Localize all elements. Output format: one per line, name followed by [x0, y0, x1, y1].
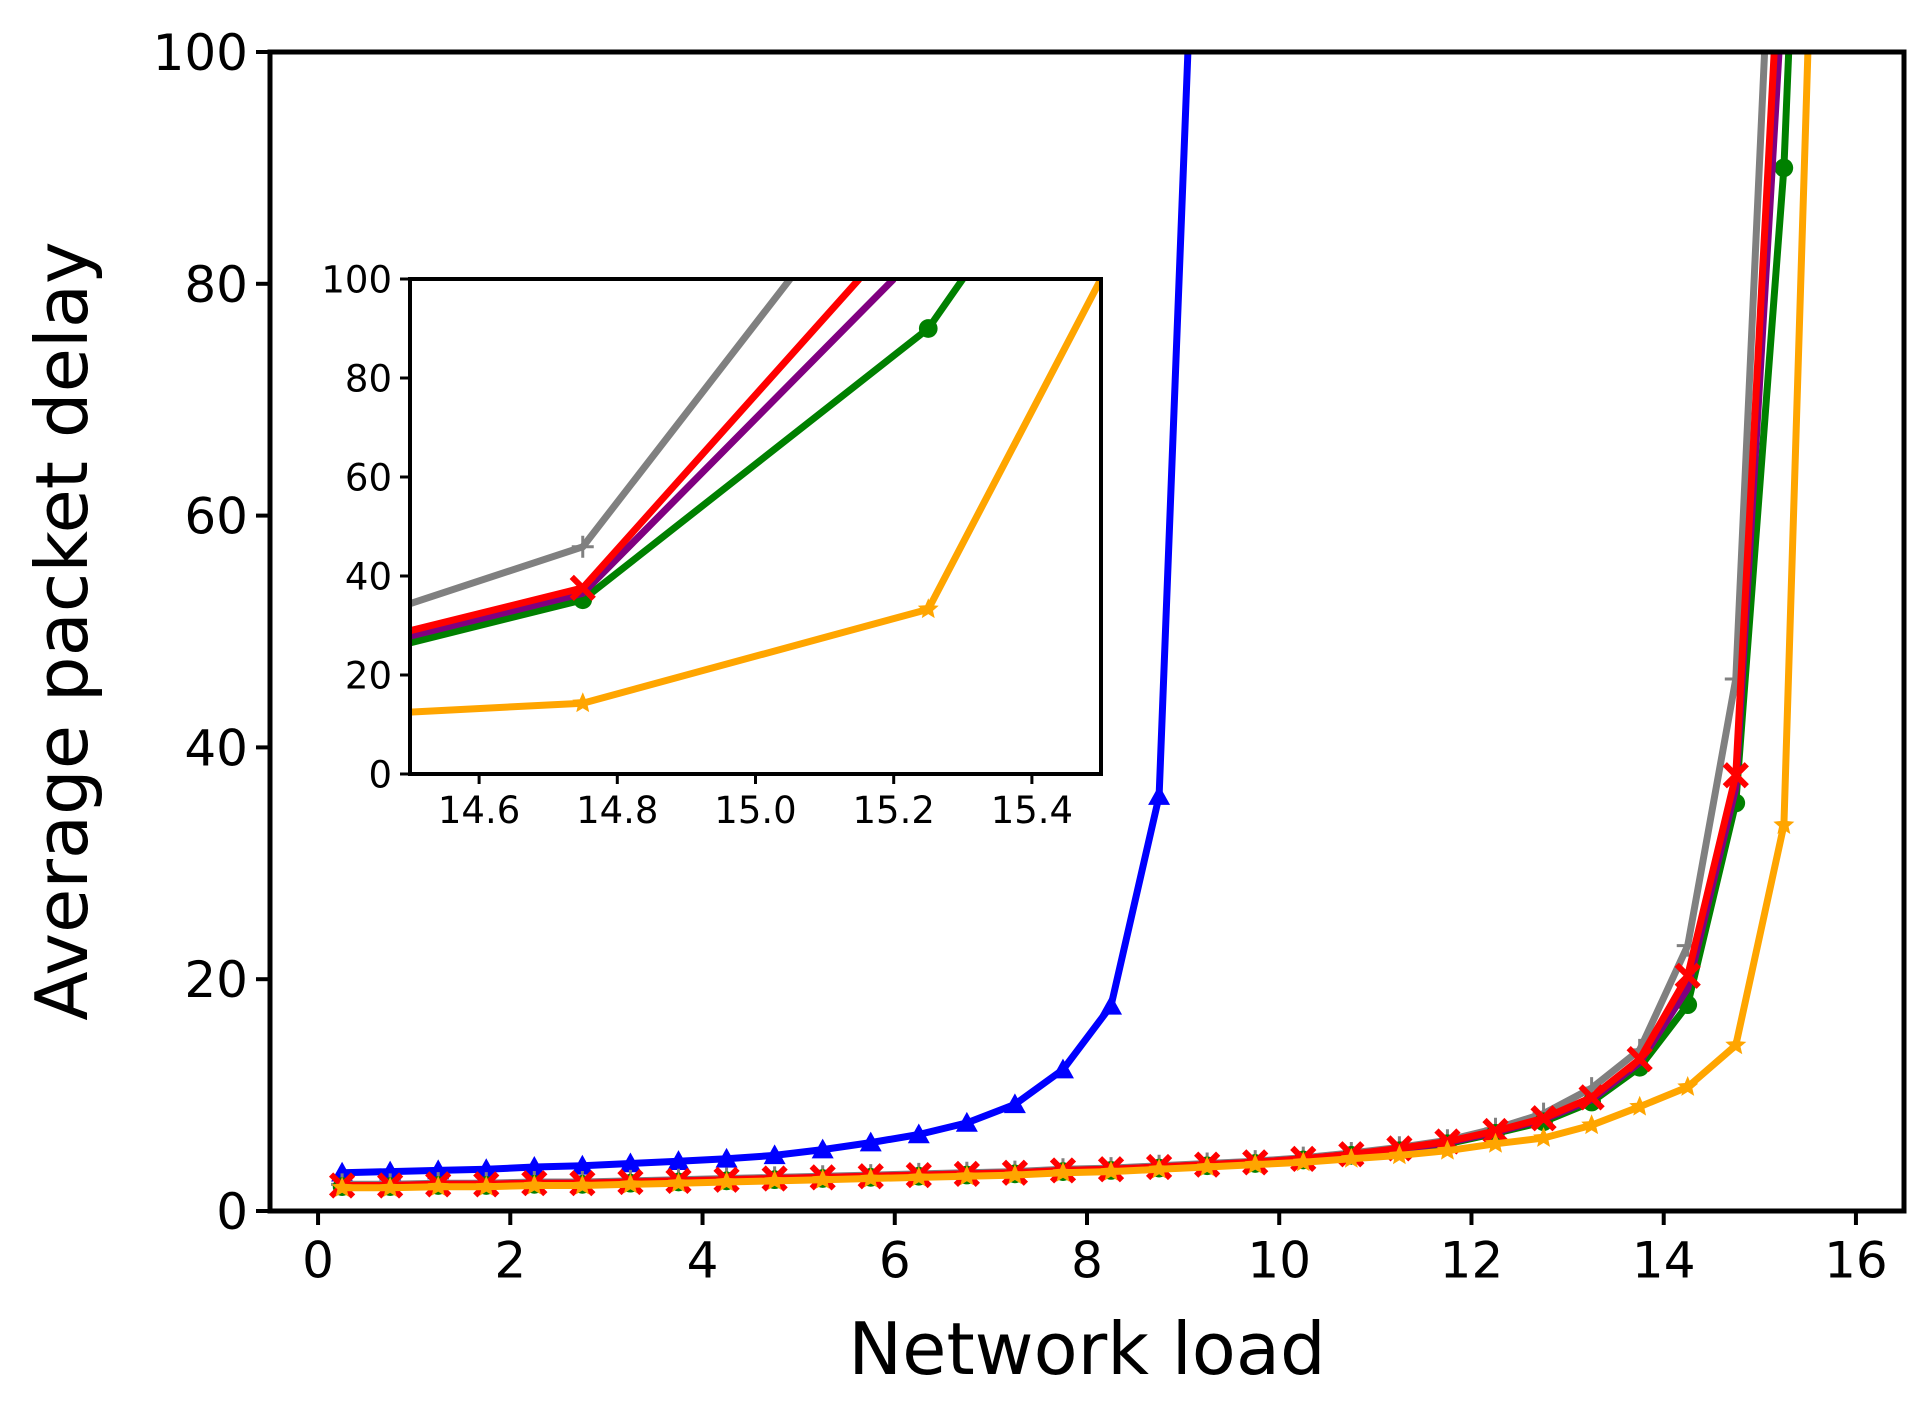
- series-6-line: [342, 52, 1812, 1192]
- x-tick-label: 16: [1824, 1232, 1888, 1290]
- series-6-marker: [1196, 1156, 1218, 1176]
- x-tick-label: 0: [302, 1232, 334, 1290]
- inset-y-tick-label: 0: [368, 753, 392, 796]
- series-6-marker: [475, 1175, 497, 1196]
- series-6-marker: [860, 1167, 882, 1188]
- inset-x-tick-label: 15.4: [991, 789, 1073, 832]
- series-6-marker: [571, 1174, 593, 1195]
- y-tick-label: 80: [184, 256, 248, 314]
- series-5-marker: [1722, 762, 1749, 789]
- x-tick-label: 10: [1247, 1232, 1311, 1290]
- x-tick-label: 14: [1632, 1232, 1696, 1290]
- series-6-marker: [1677, 1076, 1699, 1096]
- series-1-marker: [1051, 1058, 1074, 1079]
- series-6-marker: [1292, 1151, 1314, 1172]
- series-5-marker: [1530, 1105, 1557, 1132]
- y-tick-label: 40: [184, 719, 248, 777]
- series-3-marker: [1774, 158, 1794, 178]
- inset-series-5-marker: [569, 574, 596, 602]
- series-6-marker: [668, 1172, 689, 1193]
- inset-series-6-marker: [917, 598, 939, 619]
- series-6-marker: [427, 1175, 449, 1196]
- series-6-marker: [1725, 1034, 1747, 1055]
- series-6-marker: [523, 1174, 545, 1195]
- x-tick-label: 6: [879, 1232, 911, 1290]
- series-1-marker: [427, 1159, 450, 1180]
- series-1-marker: [1148, 785, 1171, 805]
- inset-series-2-marker: [571, 535, 594, 558]
- series-6-marker: [1773, 814, 1795, 834]
- series-1-marker: [955, 1111, 978, 1132]
- inset-series-3-marker: [918, 319, 938, 338]
- series-5-marker: [1626, 1046, 1653, 1073]
- series-1-marker: [859, 1131, 882, 1152]
- inset-x-tick-label: 15.0: [714, 789, 796, 832]
- series-1-marker: [763, 1144, 786, 1165]
- main-axes: 0 2 4 6 8 10 12 14 16 0 20 40 60 80 100: [153, 24, 1888, 1290]
- inset-plot-series: [410, 279, 1101, 716]
- series-6-marker: [1388, 1144, 1410, 1165]
- series-6-marker: [1148, 1158, 1170, 1179]
- inset-series-6-marker: [572, 692, 594, 713]
- series-6-marker: [1244, 1153, 1266, 1174]
- series-1-marker: [619, 1152, 642, 1173]
- inset-y-tick-label: 60: [345, 456, 392, 499]
- series-6-marker: [1052, 1161, 1074, 1182]
- series-1-marker: [523, 1155, 546, 1176]
- main-plot-series: [328, 52, 1812, 1199]
- x-tick-label: 12: [1440, 1232, 1504, 1290]
- series-1-marker: [379, 1160, 402, 1181]
- inset-x-tick-label: 14.6: [438, 789, 520, 832]
- inset-y-tick-label: 80: [345, 357, 392, 400]
- series-1-marker: [667, 1150, 690, 1170]
- series-1-marker: [811, 1138, 834, 1159]
- x-tick-label: 4: [687, 1232, 719, 1290]
- series-1-marker: [1003, 1093, 1026, 1114]
- y-tick-label: 0: [216, 1183, 248, 1241]
- inset-y-tick-label: 100: [321, 258, 392, 301]
- series-1-marker: [1100, 994, 1123, 1015]
- series-6-marker: [1340, 1147, 1362, 1168]
- series-6-marker: [956, 1165, 978, 1186]
- series-1-marker: [715, 1147, 738, 1168]
- series-6-marker: [908, 1166, 930, 1187]
- series-6-marker: [379, 1176, 401, 1197]
- x-tick-label: 8: [1071, 1232, 1103, 1290]
- inset-plot: 14.6 14.8 15.0 15.2 15.4 0 20 40 60 80 100: [321, 258, 1103, 832]
- series-5-marker: [1482, 1117, 1509, 1145]
- series-6-marker: [331, 1176, 353, 1197]
- y-tick-label: 20: [184, 951, 248, 1009]
- y-tick-label: 60: [184, 488, 248, 546]
- x-tick-label: 2: [494, 1232, 526, 1290]
- inset-x-tick-label: 15.2: [853, 789, 935, 832]
- series-6-marker: [812, 1168, 834, 1189]
- series-6-marker: [716, 1171, 737, 1191]
- y-axis-label: Average packet delay: [20, 241, 104, 1020]
- series-6-marker: [1629, 1095, 1651, 1116]
- x-axis-label: Network load: [848, 1307, 1325, 1391]
- series-6-marker: [620, 1173, 641, 1194]
- inset-background: [410, 279, 1101, 774]
- series-6-marker: [1437, 1139, 1458, 1160]
- series-1-marker: [907, 1123, 930, 1144]
- series-6-marker: [764, 1169, 786, 1190]
- y-tick-label: 100: [153, 24, 248, 82]
- inset-x-tick-label: 14.8: [576, 789, 658, 832]
- series-6-marker: [1485, 1132, 1506, 1153]
- series-1-marker: [475, 1158, 498, 1179]
- series-6-marker: [1004, 1164, 1026, 1184]
- series-6-marker: [1533, 1127, 1554, 1147]
- series-5-marker: [1674, 962, 1701, 989]
- series-6-marker: [1581, 1114, 1603, 1135]
- series-5-marker: [1578, 1084, 1605, 1111]
- inset-axes: 14.6 14.8 15.0 15.2 15.4 0 20 40 60 80 100: [321, 258, 1073, 832]
- series-1-marker: [571, 1154, 594, 1175]
- inset-y-tick-label: 20: [345, 654, 392, 697]
- series-6-marker: [1100, 1160, 1122, 1181]
- inset-y-tick-label: 40: [345, 555, 392, 598]
